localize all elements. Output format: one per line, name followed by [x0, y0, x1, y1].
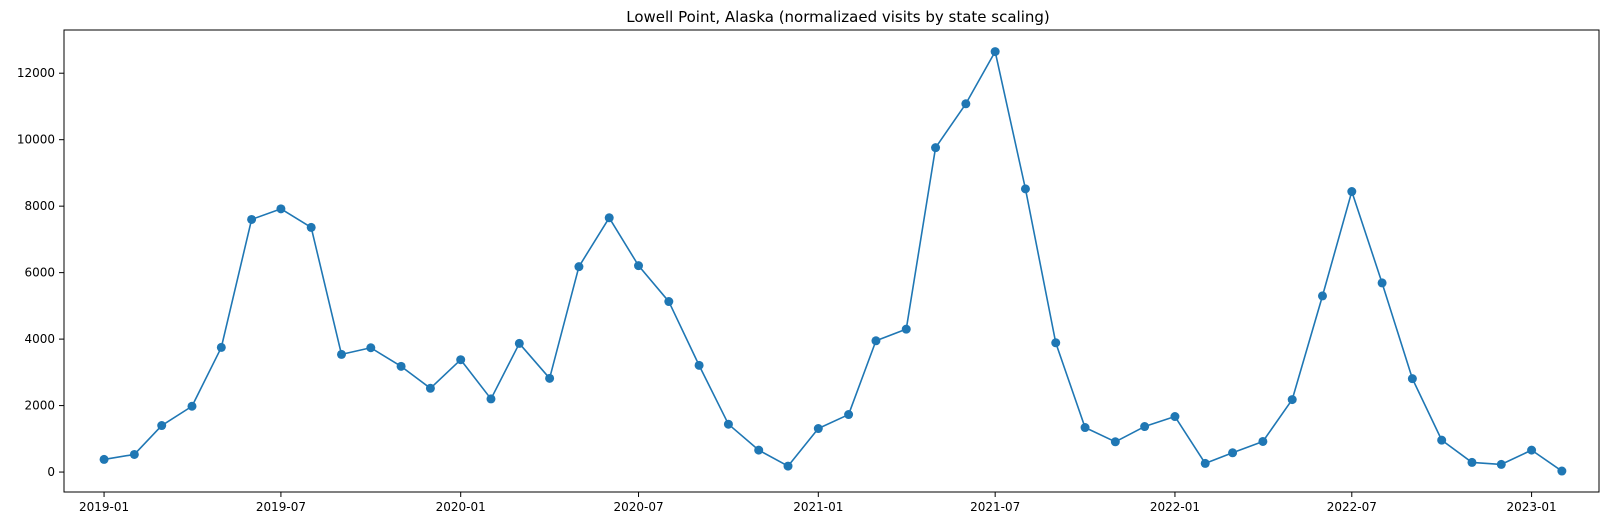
x-axis: 2019-01 2019-07 2020-01 2020-07 2021-01 2021-…	[79, 492, 1557, 514]
data-point	[990, 47, 1000, 57]
x-tick-label: 2019-07	[256, 500, 306, 514]
data-point	[1407, 374, 1417, 384]
x-tick-label: 2020-01	[436, 500, 486, 514]
data-point	[396, 361, 406, 371]
data-point	[813, 424, 823, 434]
data-point	[1170, 412, 1180, 422]
y-tick-label: 12000	[17, 66, 55, 80]
data-point	[1496, 459, 1506, 469]
data-point	[486, 394, 496, 404]
data-point	[216, 342, 226, 352]
x-tick-label: 2022-01	[1150, 500, 1200, 514]
x-tick-label: 2023-01	[1507, 500, 1557, 514]
x-tick-label: 2022-07	[1327, 500, 1377, 514]
data-point	[783, 461, 793, 471]
data-point	[574, 262, 584, 272]
data-point	[1228, 448, 1238, 458]
data-point	[545, 373, 555, 383]
chart-title: Lowell Point, Alaska (normalizaed visits…	[626, 8, 1050, 26]
data-point	[1287, 395, 1297, 405]
x-tick-label: 2019-01	[79, 500, 129, 514]
data-point	[1258, 436, 1268, 446]
data-point	[425, 383, 435, 393]
data-point	[1377, 278, 1387, 288]
data-point	[1080, 423, 1090, 433]
data-point	[1317, 291, 1327, 301]
data-point	[366, 343, 376, 353]
data-point	[129, 449, 139, 459]
y-tick-label: 10000	[17, 133, 55, 147]
data-point	[1437, 435, 1447, 445]
data-point	[634, 261, 644, 271]
data-point	[664, 297, 674, 307]
data-point	[157, 421, 167, 431]
data-point	[247, 214, 257, 224]
y-tick-label: 4000	[24, 332, 55, 346]
data-point	[694, 360, 704, 370]
data-point	[901, 324, 911, 334]
data-point	[871, 336, 881, 346]
series-line	[103, 50, 1563, 472]
data-point	[306, 222, 316, 232]
data-point	[844, 410, 854, 420]
data-point	[723, 419, 733, 429]
data-point	[336, 349, 346, 359]
data-point	[604, 213, 614, 223]
y-tick-label: 6000	[24, 266, 55, 280]
plot-area-frame	[63, 29, 1600, 493]
data-point	[1140, 422, 1150, 432]
data-point	[1020, 184, 1030, 194]
data-point	[456, 355, 466, 365]
x-tick-label: 2021-07	[970, 500, 1020, 514]
data-point	[754, 445, 764, 455]
data-point	[514, 338, 524, 348]
data-point	[187, 401, 197, 411]
data-point	[276, 204, 286, 214]
series-layer	[99, 47, 1567, 476]
y-tick-label: 2000	[24, 399, 55, 413]
y-tick-label: 8000	[24, 199, 55, 213]
y-tick-label: 0	[47, 465, 55, 479]
data-point	[1200, 458, 1210, 468]
x-tick-label: 2021-01	[793, 500, 843, 514]
data-point	[961, 99, 971, 109]
data-point	[1467, 457, 1477, 467]
data-point	[1527, 445, 1537, 455]
data-point	[1347, 187, 1357, 197]
data-point	[1557, 466, 1567, 476]
data-point	[1051, 338, 1061, 348]
data-point	[931, 143, 941, 153]
x-tick-label: 2020-07	[613, 500, 663, 514]
y-axis: 0 2000 4000 6000 8000 10000 12000	[17, 66, 64, 479]
data-point	[99, 454, 109, 464]
data-point	[1110, 437, 1120, 447]
